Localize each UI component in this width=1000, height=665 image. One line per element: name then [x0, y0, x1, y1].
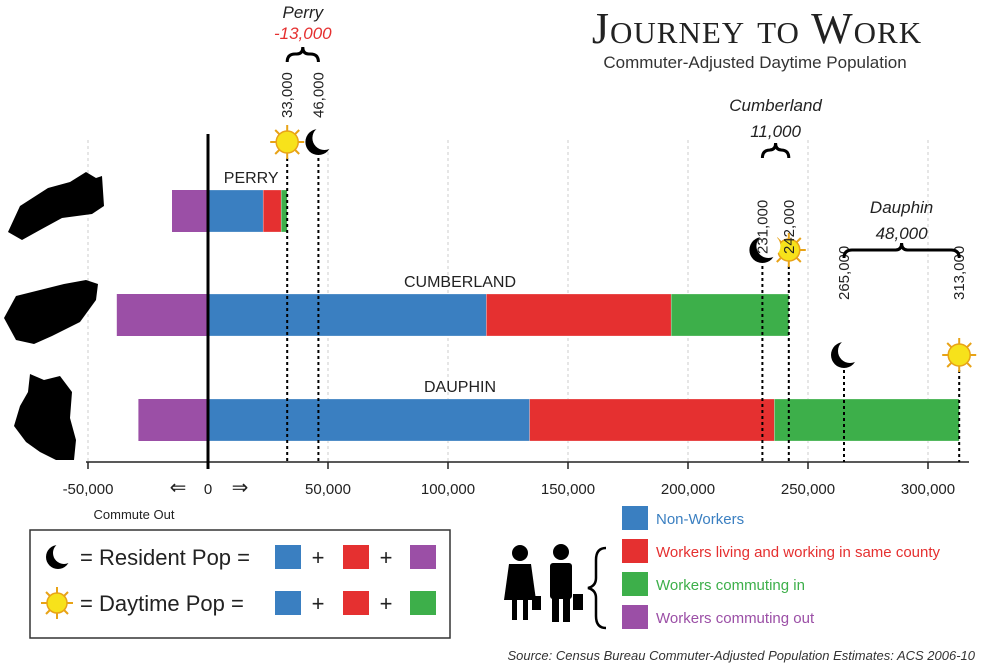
cumberland-county-silhouette [4, 280, 98, 344]
resident-value-label: 46,000 [310, 72, 327, 118]
moon-icon [305, 126, 337, 155]
sun-icon [270, 125, 305, 159]
plus-sign: + [380, 545, 393, 570]
county-label: CUMBERLAND [404, 274, 516, 291]
x-tick-label: -50,000 [63, 481, 114, 498]
bar-same-county [529, 398, 775, 442]
chart-subtitle: Commuter-Adjusted Daytime Population [603, 53, 906, 72]
legend-label: Workers commuting in [656, 577, 805, 594]
daytime-value-label: 313,000 [951, 246, 968, 300]
sun-icon [771, 233, 806, 267]
resident-pop-formula: = Resident Pop = [80, 545, 250, 570]
legend-swatch [622, 572, 648, 596]
bar-same-county [486, 293, 672, 337]
bar-non-workers [207, 398, 530, 442]
formula-nonworkers-swatch [275, 545, 301, 569]
zero-label: 0 [204, 481, 212, 498]
bar-same-county [262, 189, 282, 233]
x-axis: -50,000 50,000 100,000 150,000 200,000 250,00… [63, 134, 969, 498]
daytime-value-label: 242,000 [781, 200, 798, 254]
callout-difference: -13,000 [274, 24, 332, 43]
bar-commuting-out [172, 190, 208, 232]
sun-disc [275, 130, 299, 154]
right-arrow-icon: ⇒ [232, 477, 249, 499]
brace [285, 46, 320, 63]
perry-county-silhouette [8, 172, 104, 240]
daytime-value-label: 33,000 [279, 72, 296, 118]
legend-swatch [622, 605, 648, 629]
moon-cutout [312, 126, 337, 150]
workers-people-icon [504, 544, 607, 630]
left-arrow-icon: ⇐ [170, 477, 187, 499]
formula-commutingin-swatch [410, 591, 436, 615]
commute-out-label: Commute Out [94, 507, 175, 522]
callout-difference: 48,000 [876, 224, 929, 243]
chart-title: Journey to Work [592, 4, 922, 53]
bar-commuting-in [670, 293, 790, 337]
bars: PERRY CUMBERLAND DAUPHIN [116, 170, 960, 442]
x-tick-label: 250,000 [781, 481, 835, 498]
brace [842, 242, 961, 259]
resident-value-label: 231,000 [754, 200, 771, 254]
formula-commutingout-swatch [410, 545, 436, 569]
county-label: DAUPHIN [424, 379, 496, 396]
legend: Non-Workers Workers living and working in… [622, 506, 941, 629]
bar-commuting-in [280, 189, 288, 233]
formula-samecounty-swatch [343, 545, 369, 569]
formula-nonworkers-swatch [275, 591, 301, 615]
bar-commuting-in [774, 398, 960, 442]
resident-value-label: 265,000 [836, 246, 853, 300]
callout-county-name: Perry [282, 3, 324, 22]
moon-icon [46, 542, 75, 569]
source-note: Source: Census Bureau Commuter-Adjusted … [507, 648, 975, 663]
county-label: PERRY [224, 170, 279, 187]
plus-sign: + [312, 591, 325, 616]
callout-county-name: Dauphin [870, 198, 933, 217]
bar-commuting-out [138, 399, 208, 441]
bar-non-workers [207, 189, 264, 233]
moon-icon [831, 339, 862, 368]
plus-sign: + [312, 545, 325, 570]
callout-county-name: Cumberland [729, 96, 822, 115]
callout-difference: 11,000 [750, 122, 801, 141]
sun-disc [947, 343, 971, 367]
sun-icon [41, 587, 73, 619]
x-tick-label: 100,000 [421, 481, 475, 498]
x-tick-label: 50,000 [305, 481, 351, 498]
legend-label: Workers commuting out [656, 610, 815, 627]
x-tick-label: 200,000 [661, 481, 715, 498]
legend-swatch [622, 506, 648, 530]
bar-non-workers [207, 293, 487, 337]
legend-label: Workers living and working in same count… [656, 544, 941, 561]
formula-samecounty-swatch [343, 591, 369, 615]
x-tick-label: 150,000 [541, 481, 595, 498]
moon-icon [749, 234, 781, 263]
legend-label: Non-Workers [656, 511, 744, 528]
sun-icon [942, 338, 977, 372]
dauphin-county-silhouette [14, 374, 76, 460]
brace [760, 142, 791, 159]
daytime-pop-formula: = Daytime Pop = [80, 591, 244, 616]
formula-box: = Resident Pop = + + = Daytime Pop = + + [29, 529, 451, 639]
moon-cutout [838, 339, 862, 363]
plus-sign: + [380, 591, 393, 616]
x-tick-label: 300,000 [901, 481, 955, 498]
population-markers: 33,000 46,000 Perry -13,000 242,000 231,000 Cu… [270, 3, 977, 462]
bar-commuting-out [116, 294, 208, 336]
legend-swatch [622, 539, 648, 563]
moon-cutout [756, 234, 781, 258]
